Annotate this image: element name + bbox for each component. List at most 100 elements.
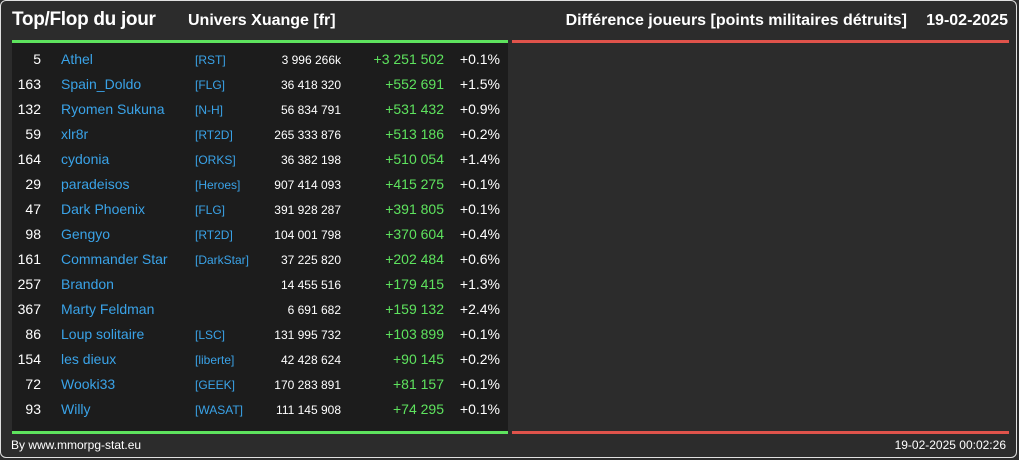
player-rank: 132 [17,101,41,117]
points-difference: +74 295 [393,401,444,417]
points-difference: +552 691 [385,76,444,92]
alliance-tag-link[interactable]: [FLG] [195,203,226,217]
points-difference: +531 432 [385,101,444,117]
player-rank: 5 [33,51,41,67]
metric-label: Différence joueurs [points militaires dé… [565,12,907,29]
alliance-tag-link[interactable]: [LSC] [195,328,226,342]
player-name-link[interactable]: Loup solitaire [61,326,145,342]
player-points: 104 001 798 [274,228,341,242]
player-row: 47 Dark Phoenix [FLG] 391 928 287 +391 805 +0… [12,198,508,223]
player-name-link[interactable]: Ryomen Sukuna [61,101,165,117]
player-row: 161 Commander Star [DarkStar] 37 225 820 +20… [12,248,508,273]
percent-change: +0.1% [459,401,500,417]
player-row: 164 cydonia [ORKS] 36 382 198 +510 054 +1.4% [12,148,508,173]
page-title: Top/Flop du jour [12,9,156,30]
player-points: 131 995 732 [274,328,341,342]
alliance-tag-link[interactable]: [FLG] [195,78,226,92]
player-rank: 154 [17,351,41,367]
player-rank: 93 [25,401,41,417]
points-difference: +415 275 [385,176,444,192]
alliance-tag-link[interactable]: [GEEK] [195,378,236,392]
percent-change: +1.5% [459,76,500,92]
alliance-tag-link[interactable]: [DarkStar] [195,253,250,267]
player-points: 111 145 908 [276,403,341,417]
percent-change: +0.2% [459,126,500,142]
player-name-link[interactable]: Commander Star [61,251,168,267]
alliance-tag-link[interactable]: [RT2D] [195,228,233,242]
player-points: 170 283 891 [274,378,341,392]
player-points: 14 455 516 [280,278,341,292]
points-difference: +391 805 [385,201,444,217]
percent-change: +1.3% [459,276,500,292]
player-row: 257 Brandon 14 455 516 +179 415 +1.3% [12,273,508,298]
player-points: 6 691 682 [287,303,341,317]
top-divider-green [12,40,508,43]
player-rank: 86 [25,326,41,342]
top-players-panel: 5 Athel [RST] 3 996 266k +3 251 502 +0.1% 163 S… [12,43,508,431]
alliance-tag-link[interactable]: [Heroes] [195,178,241,192]
universe-label: Univers Xuange [fr] [188,12,336,29]
player-name-link[interactable]: Brandon [61,276,114,292]
percent-change: +0.1% [459,376,500,392]
points-difference: +81 157 [393,376,444,392]
bottom-divider-red [512,431,1009,434]
player-name-link[interactable]: Dark Phoenix [61,201,146,217]
player-name-link[interactable]: Spain_Doldo [61,76,142,92]
player-name-link[interactable]: Marty Feldman [61,301,155,317]
player-name-link[interactable]: paradeisos [61,176,130,192]
percent-change: +0.1% [459,326,500,342]
alliance-tag-link[interactable]: [WASAT] [195,403,243,417]
player-name-link[interactable]: cydonia [61,151,110,167]
player-row: 154 les dieux [liberte] 42 428 624 +90 145 +0… [12,348,508,373]
player-name-link[interactable]: Athel [61,51,93,67]
player-row: 367 Marty Feldman 6 691 682 +159 132 +2.4% [12,298,508,323]
player-points: 37 225 820 [280,253,341,267]
player-points: 391 928 287 [274,203,341,217]
points-difference: +510 054 [385,151,444,167]
top-divider-red [512,40,1009,43]
player-points: 265 333 876 [274,128,341,142]
player-points: 56 834 791 [280,103,341,117]
player-points: 36 382 198 [280,153,341,167]
player-name-link[interactable]: Willy [61,401,91,417]
player-name-link[interactable]: Wooki33 [61,376,116,392]
points-difference: +3 251 502 [373,51,444,67]
percent-change: +0.1% [459,201,500,217]
player-rank: 367 [17,301,41,317]
alliance-tag-link[interactable]: [RT2D] [195,128,233,142]
player-row: 132 Ryomen Sukuna [N-H] 56 834 791 +531 432 +… [12,98,508,123]
player-row: 86 Loup solitaire [LSC] 131 995 732 +103 899… [12,323,508,348]
points-difference: +202 484 [385,251,444,267]
alliance-tag-link[interactable]: [ORKS] [195,153,236,167]
header: Top/Flop du jour Univers Xuange [fr] Dif… [1,1,1018,41]
player-row: 93 Willy [WASAT] 111 145 908 +74 295 +0.1% [12,398,508,423]
points-difference: +513 186 [385,126,444,142]
player-row: 5 Athel [RST] 3 996 266k +3 251 502 +0.1% [12,48,508,73]
player-row: 29 paradeisos [Heroes] 907 414 093 +415 275 +… [12,173,508,198]
percent-change: +0.6% [459,251,500,267]
points-difference: +103 899 [385,326,444,342]
player-name-link[interactable]: xlr8r [61,126,89,142]
player-rank: 72 [25,376,41,392]
alliance-tag-link[interactable]: [RST] [195,53,226,67]
player-points: 42 428 624 [280,353,341,367]
footer-timestamp: 19-02-2025 00:02:26 [894,438,1006,452]
player-rank: 161 [17,251,41,267]
player-row: 72 Wooki33 [GEEK] 170 283 891 +81 157 +0.1% [12,373,508,398]
percent-change: +0.1% [459,176,500,192]
player-rank: 257 [17,276,41,292]
percent-change: +0.2% [459,351,500,367]
percent-change: +0.1% [459,51,500,67]
points-difference: +159 132 [385,301,444,317]
player-rank: 29 [25,176,41,192]
player-row: 163 Spain_Doldo [FLG] 36 418 320 +552 691 +1.… [12,73,508,98]
bottom-divider-green [12,431,508,434]
percent-change: +0.4% [459,226,500,242]
header-date: 19-02-2025 [926,12,1008,29]
player-name-link[interactable]: Gengyo [61,226,111,242]
alliance-tag-link[interactable]: [liberte] [195,353,235,367]
alliance-tag-link[interactable]: [N-H] [195,103,223,117]
points-difference: +90 145 [393,351,444,367]
player-name-link[interactable]: les dieux [61,351,117,367]
